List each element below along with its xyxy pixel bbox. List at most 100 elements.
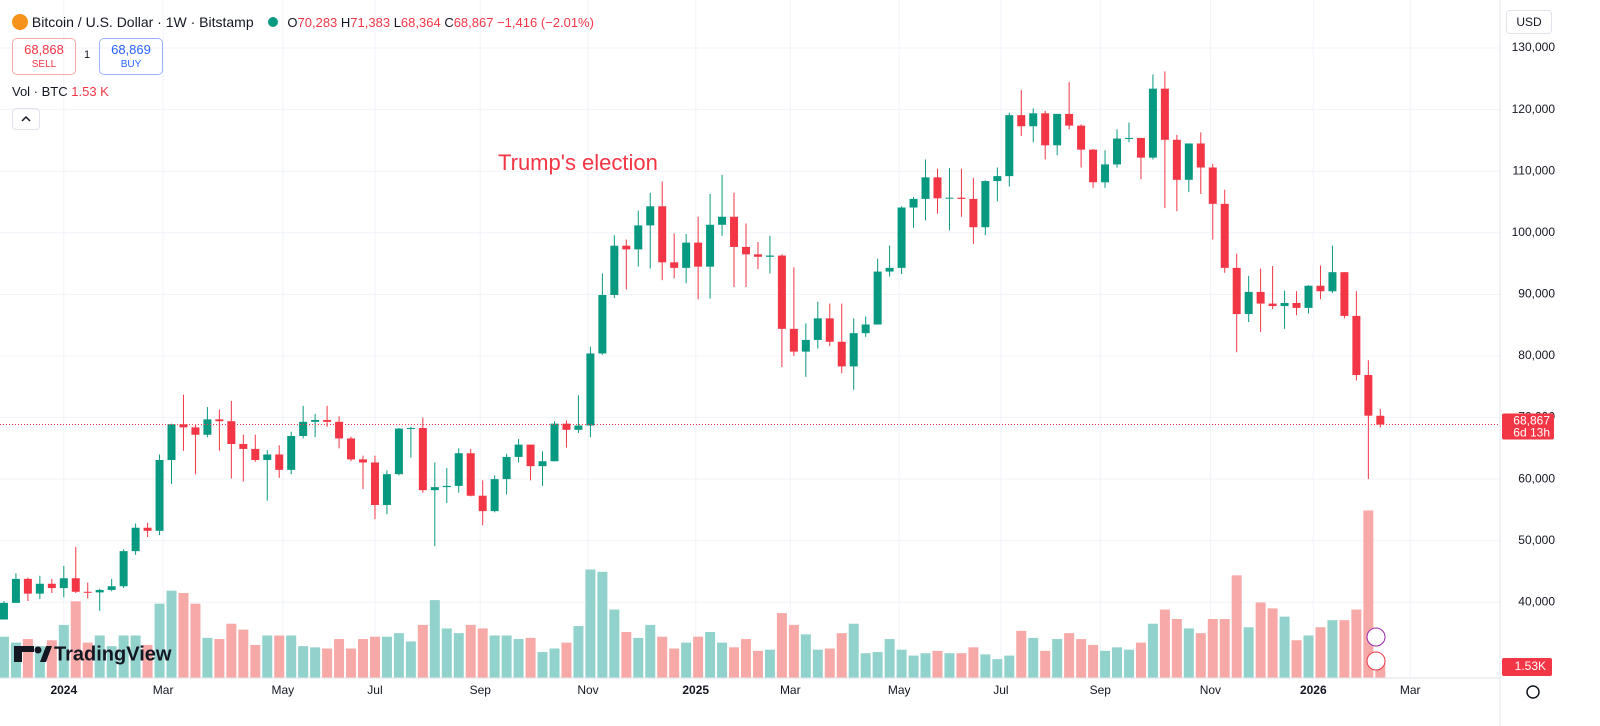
icon[interactable] xyxy=(1366,651,1386,671)
volume-bar xyxy=(429,600,440,678)
candle-body xyxy=(837,341,846,367)
volume-bar xyxy=(705,631,716,678)
volume-bar xyxy=(693,636,704,678)
volume-bar xyxy=(1339,620,1350,678)
candle-body xyxy=(203,419,212,435)
volume-bar xyxy=(872,652,883,678)
volume-bar xyxy=(860,653,871,678)
volume-bar xyxy=(1267,608,1278,678)
candle-body xyxy=(1029,113,1038,127)
volume-bar xyxy=(226,623,237,678)
volume-bar xyxy=(190,603,201,678)
currency-button[interactable]: USD xyxy=(1506,10,1552,34)
candle-body xyxy=(347,438,356,460)
volume-bar xyxy=(740,639,751,678)
spread: 1 xyxy=(84,49,91,61)
volume-bar xyxy=(788,624,799,678)
candle-body xyxy=(1113,138,1122,165)
volume-bar xyxy=(154,603,165,678)
candle-body xyxy=(1328,272,1337,292)
volume-bar xyxy=(1327,620,1338,678)
volume-bar xyxy=(1123,649,1134,678)
x-tick-label: 2024 xyxy=(50,683,77,697)
y-tick-label: 80,000 xyxy=(1518,348,1555,362)
candle-body xyxy=(1304,285,1313,308)
candle-body xyxy=(957,197,966,199)
volume-bar xyxy=(681,642,692,678)
sell-label: SELL xyxy=(31,59,57,70)
candle-body xyxy=(682,242,691,268)
candle-body xyxy=(1005,115,1014,177)
volume-bar xyxy=(609,609,620,678)
candle-body xyxy=(442,485,451,488)
settings-icon[interactable] xyxy=(1526,685,1540,699)
volume-bar xyxy=(980,654,991,678)
candle-body xyxy=(993,176,1002,182)
candle-body xyxy=(191,427,200,435)
candle-body xyxy=(813,318,822,340)
candle-body xyxy=(394,428,403,475)
volume-bar xyxy=(465,624,476,678)
candle-body xyxy=(370,462,379,505)
x-tick-label: May xyxy=(271,683,294,697)
volume-bar xyxy=(752,650,763,678)
candle-body xyxy=(299,421,308,436)
y-tick-label: 60,000 xyxy=(1518,471,1555,485)
candle-body xyxy=(945,197,954,199)
candle-body xyxy=(0,602,8,620)
candle-body xyxy=(825,318,834,342)
sell-button[interactable]: 68,868 SELL xyxy=(12,38,76,75)
volume-bar xyxy=(537,652,548,678)
candle-body xyxy=(706,224,715,267)
candle-body xyxy=(11,578,20,603)
volume-bar xyxy=(525,637,536,678)
candle-body xyxy=(1077,125,1086,150)
buy-button[interactable]: 68,869 BUY xyxy=(99,38,163,75)
volume-bar xyxy=(800,634,811,678)
volume-bar xyxy=(118,635,129,678)
volume-bar xyxy=(286,635,297,678)
candle-body xyxy=(251,448,260,461)
volume-bar xyxy=(1279,616,1290,678)
collapse-button[interactable] xyxy=(12,108,40,130)
candle-body xyxy=(1101,164,1110,183)
candle-body xyxy=(921,177,930,199)
volume-bar xyxy=(94,635,105,678)
volume-bar xyxy=(106,646,117,678)
candle-body xyxy=(969,198,978,228)
volume-bar xyxy=(776,613,787,678)
volume-bar xyxy=(1028,637,1039,678)
volume-bar xyxy=(1004,655,1015,678)
sell-price: 68,868 xyxy=(24,42,64,57)
volume-bar xyxy=(310,647,321,678)
candle-body xyxy=(275,454,284,470)
candle-body xyxy=(514,444,523,457)
symbol[interactable]: Bitcoin / U.S. Dollar · 1W · Bitstamp xyxy=(31,14,254,30)
volume-bar xyxy=(573,626,584,678)
candle-body xyxy=(933,177,942,199)
x-tick-label: May xyxy=(888,683,911,697)
volume-bar xyxy=(214,639,225,678)
volume-bar xyxy=(1052,639,1063,678)
candle-body xyxy=(622,245,631,250)
candle-body xyxy=(143,527,152,531)
high: 71,383 xyxy=(350,15,391,30)
candle-body xyxy=(47,583,56,589)
candle-body xyxy=(71,578,80,592)
candle-body xyxy=(35,583,44,594)
icon[interactable] xyxy=(1366,627,1386,647)
volume-bar xyxy=(956,653,967,678)
volume-tag xyxy=(1502,657,1552,676)
y-tick-label: 120,000 xyxy=(1512,102,1556,116)
volume-bar xyxy=(298,646,309,678)
candle-body xyxy=(658,206,667,263)
volume-bar xyxy=(1112,647,1123,678)
volume-bar xyxy=(1147,623,1158,678)
volume-bar xyxy=(549,648,560,678)
volume-bar xyxy=(1171,619,1182,678)
candle-body xyxy=(131,527,140,552)
volume-bar xyxy=(908,655,919,678)
volume-legend: Vol · BTC 1.53 K xyxy=(12,84,109,99)
